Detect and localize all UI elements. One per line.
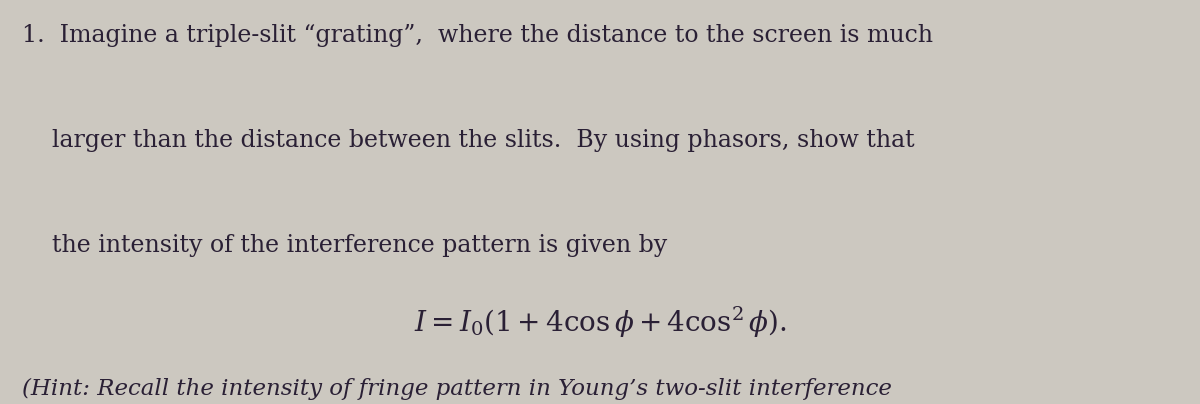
Text: (⁠Hint: Recall the intensity of fringe pattern in Young’s two-slit interference: (⁠Hint: Recall the intensity of fringe p… [22,378,892,400]
Text: $I = I_0(1 + 4\cos\phi + 4\cos^2\phi).$: $I = I_0(1 + 4\cos\phi + 4\cos^2\phi).$ [414,305,786,340]
Text: larger than the distance between the slits.  By using phasors, show that: larger than the distance between the sli… [52,129,914,152]
Text: the intensity of the interference pattern is given by: the intensity of the interference patter… [52,234,667,257]
Text: 1.  Imagine a triple-slit “grating”,  where the distance to the screen is much: 1. Imagine a triple-slit “grating”, wher… [22,24,932,47]
